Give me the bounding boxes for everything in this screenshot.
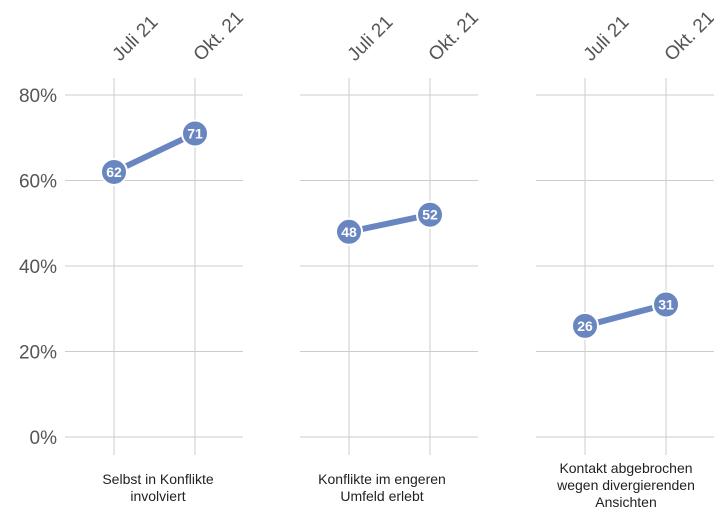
y-tick-label: 20% bbox=[19, 343, 57, 364]
x-tick-label: Juli 21 bbox=[580, 12, 634, 66]
data-point bbox=[652, 290, 680, 319]
data-point bbox=[100, 157, 128, 186]
y-tick-label: 0% bbox=[30, 428, 58, 449]
data-label: 26 bbox=[577, 318, 593, 334]
data-label: 62 bbox=[106, 164, 122, 180]
data-point bbox=[181, 119, 209, 148]
panel-1: Juli 21 Okt. 21 62 71 Selbst in Konflikte inv… bbox=[65, 7, 248, 504]
panel-label-line: wegen divergierenden bbox=[556, 477, 695, 493]
panel-label: Konflikte im engeren Umfeld erlebt bbox=[318, 471, 446, 504]
panel-label-line: Umfeld erlebt bbox=[340, 488, 423, 504]
y-tick-label: 40% bbox=[19, 257, 57, 278]
data-point bbox=[416, 200, 444, 229]
x-tick-label: Juli 21 bbox=[109, 12, 163, 66]
data-label: 71 bbox=[187, 125, 203, 141]
data-label: 31 bbox=[658, 296, 674, 312]
panel-3: Juli 21 Okt. 21 26 31 Kontakt abgebrochen weg… bbox=[536, 7, 714, 510]
data-label: 48 bbox=[341, 224, 357, 240]
panel-label-line: involviert bbox=[130, 488, 185, 504]
x-tick-label: Okt. 21 bbox=[190, 7, 248, 65]
x-tick-label: Okt. 21 bbox=[661, 7, 714, 65]
data-point bbox=[335, 217, 363, 246]
x-tick-label: Okt. 21 bbox=[425, 7, 483, 65]
panel-label-line: Ansichten bbox=[595, 494, 656, 510]
panel-label: Selbst in Konflikte involviert bbox=[102, 471, 213, 504]
x-tick-label: Juli 21 bbox=[344, 12, 398, 66]
series-line bbox=[111, 130, 198, 175]
panel-label-line: Selbst in Konflikte bbox=[102, 471, 213, 487]
y-tick-label: 60% bbox=[19, 172, 57, 193]
y-tick-label: 80% bbox=[19, 86, 57, 107]
panel-2: Juli 21 Okt. 21 48 52 Konflikte im engeren Um… bbox=[300, 7, 483, 504]
panel-label-line: Kontakt abgebrochen bbox=[559, 460, 692, 476]
data-label: 52 bbox=[422, 207, 438, 223]
panel-label: Kontakt abgebrochen wegen divergierenden A… bbox=[556, 460, 695, 510]
panel-label-line: Konflikte im engeren bbox=[318, 471, 446, 487]
data-point bbox=[571, 311, 599, 340]
